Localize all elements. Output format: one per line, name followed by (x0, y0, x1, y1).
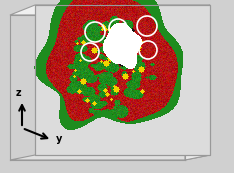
Polygon shape (10, 5, 210, 15)
Text: y: y (56, 134, 62, 144)
Polygon shape (185, 5, 210, 160)
Polygon shape (10, 155, 210, 160)
Text: z: z (16, 88, 22, 98)
Polygon shape (35, 5, 210, 155)
